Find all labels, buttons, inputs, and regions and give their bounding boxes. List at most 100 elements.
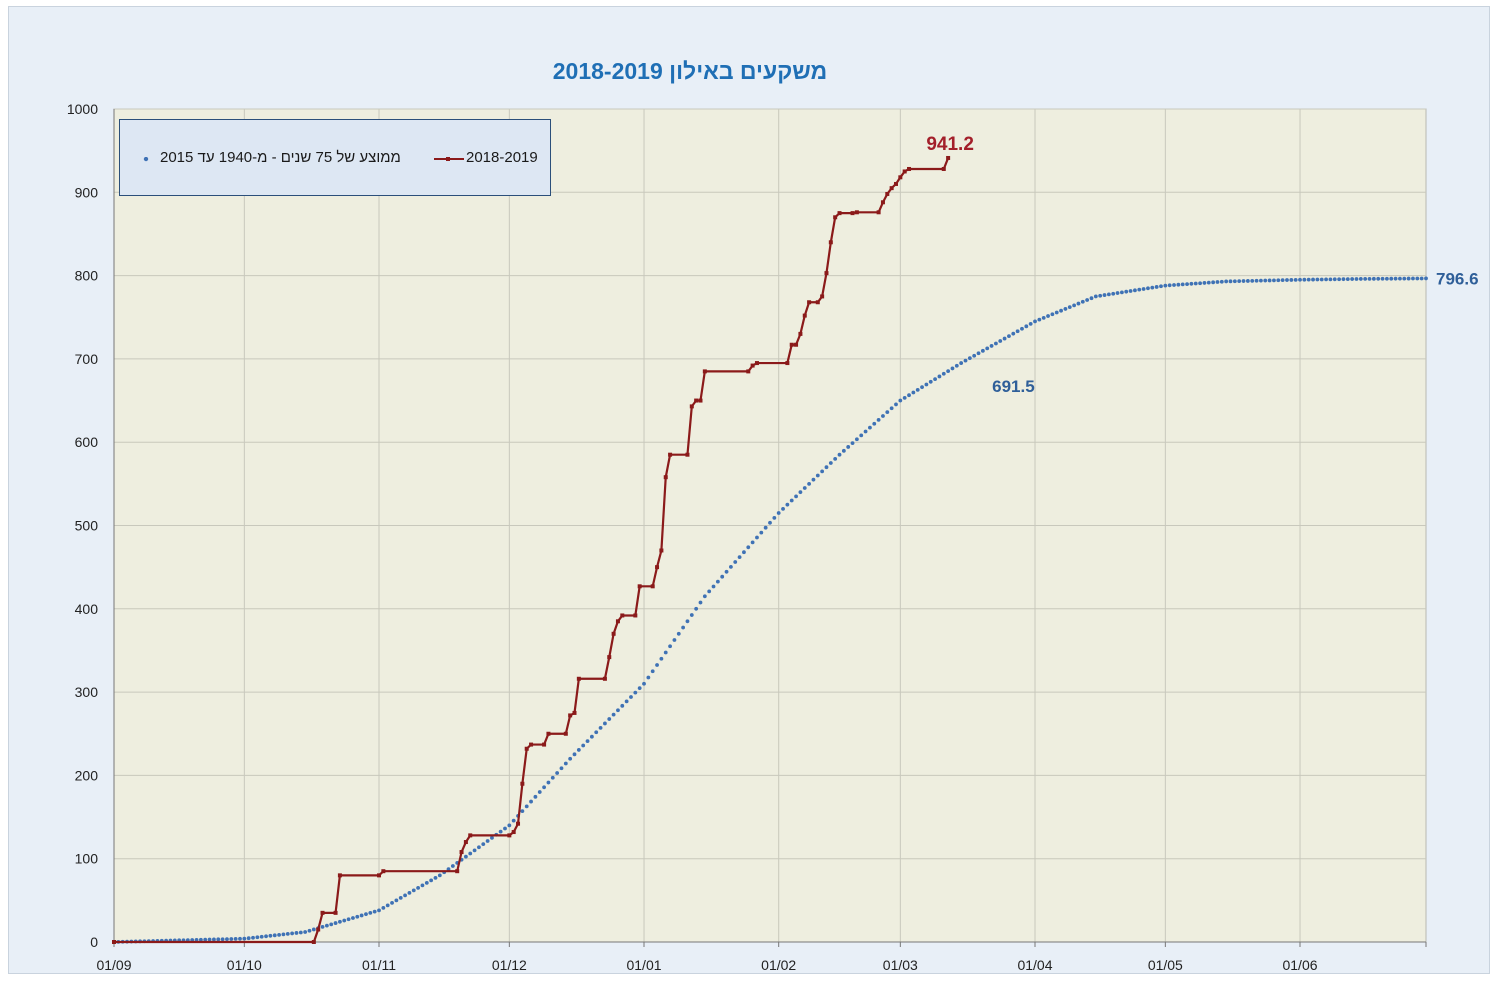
average-point bbox=[1172, 283, 1176, 287]
average-point bbox=[198, 937, 203, 942]
season-point bbox=[316, 927, 321, 932]
average-point bbox=[1402, 276, 1407, 281]
average-point bbox=[911, 390, 916, 395]
average-point bbox=[1059, 308, 1063, 313]
x-tick-label: 01/04 bbox=[1017, 957, 1052, 973]
average-point bbox=[220, 937, 225, 942]
average-point bbox=[846, 445, 851, 449]
average-point bbox=[203, 937, 208, 942]
season-point bbox=[637, 584, 642, 589]
average-point bbox=[268, 933, 273, 938]
season-point bbox=[516, 821, 521, 826]
average-point bbox=[216, 937, 221, 942]
average-point bbox=[1311, 277, 1315, 282]
season-point bbox=[889, 186, 894, 191]
average-point bbox=[607, 717, 612, 721]
average-point bbox=[1380, 276, 1385, 281]
y-tick-label: 1000 bbox=[67, 101, 98, 117]
average-point bbox=[785, 502, 790, 507]
season-point bbox=[668, 452, 673, 457]
average-point bbox=[1263, 278, 1268, 283]
season-point bbox=[746, 369, 751, 374]
season-point bbox=[377, 873, 382, 878]
legend-season-symbol bbox=[434, 157, 464, 161]
season-point bbox=[750, 363, 755, 368]
average-point bbox=[1211, 280, 1216, 285]
season-point bbox=[655, 565, 660, 570]
season-point bbox=[798, 331, 803, 336]
average-point bbox=[1037, 317, 1042, 322]
average-point bbox=[1102, 293, 1107, 297]
average-point bbox=[920, 385, 924, 390]
average-point bbox=[1332, 277, 1337, 282]
average-point bbox=[915, 387, 920, 392]
season-point bbox=[615, 619, 620, 624]
average-point bbox=[859, 433, 864, 438]
average-point bbox=[1033, 319, 1037, 324]
season-point bbox=[112, 940, 116, 944]
average-point bbox=[546, 780, 551, 785]
average-point bbox=[620, 703, 625, 708]
average-point bbox=[872, 421, 877, 426]
y-tick-label: 300 bbox=[75, 684, 99, 700]
average-point bbox=[1224, 279, 1229, 284]
season-point bbox=[902, 169, 907, 174]
average-point bbox=[1385, 276, 1389, 281]
average-mid-label: 691.5 bbox=[992, 377, 1035, 396]
series-average bbox=[112, 276, 1428, 944]
average-point bbox=[963, 358, 968, 363]
average-point bbox=[403, 893, 407, 898]
y-tick-label: 700 bbox=[75, 351, 99, 367]
average-point bbox=[446, 867, 451, 872]
average-point bbox=[1198, 281, 1202, 286]
average-point bbox=[1315, 277, 1320, 282]
average-point bbox=[411, 888, 416, 893]
average-point bbox=[694, 606, 699, 611]
season-point bbox=[455, 869, 460, 874]
average-point bbox=[381, 905, 386, 910]
average-point bbox=[581, 743, 586, 748]
average-point bbox=[1232, 279, 1237, 284]
average-point bbox=[1133, 288, 1137, 293]
average-point bbox=[511, 818, 516, 823]
season-point bbox=[311, 940, 316, 944]
average-point bbox=[1106, 292, 1111, 297]
average-point bbox=[907, 393, 911, 398]
average-point bbox=[1415, 276, 1420, 281]
average-point bbox=[1272, 278, 1276, 283]
average-point bbox=[702, 594, 707, 599]
average-point bbox=[320, 925, 325, 929]
average-point bbox=[1067, 305, 1072, 310]
x-tick-label: 01/02 bbox=[761, 957, 796, 973]
average-point bbox=[889, 406, 894, 411]
average-point bbox=[885, 410, 890, 415]
average-point bbox=[572, 752, 577, 757]
average-point bbox=[720, 574, 725, 579]
average-point bbox=[490, 835, 494, 840]
y-tick-label: 0 bbox=[90, 934, 98, 950]
average-point bbox=[1363, 276, 1368, 281]
average-point bbox=[351, 916, 355, 920]
average-point bbox=[841, 448, 846, 453]
average-point bbox=[1219, 279, 1224, 284]
average-point bbox=[524, 804, 529, 809]
season-point bbox=[463, 840, 468, 845]
average-point bbox=[924, 382, 929, 387]
average-point bbox=[1237, 279, 1242, 284]
average-point bbox=[1206, 280, 1211, 285]
average-point bbox=[1072, 303, 1077, 308]
average-point bbox=[894, 402, 898, 407]
average-point bbox=[811, 477, 816, 482]
average-point bbox=[1398, 276, 1402, 281]
average-point bbox=[659, 656, 664, 661]
average-point bbox=[212, 937, 216, 942]
average-point bbox=[768, 520, 772, 525]
season-point bbox=[563, 731, 568, 736]
average-point bbox=[1419, 276, 1424, 281]
average-point bbox=[1276, 278, 1281, 283]
average-point bbox=[437, 873, 442, 878]
average-point bbox=[1319, 277, 1324, 282]
average-point bbox=[329, 922, 334, 927]
season-point bbox=[802, 313, 807, 318]
average-point bbox=[629, 695, 633, 699]
